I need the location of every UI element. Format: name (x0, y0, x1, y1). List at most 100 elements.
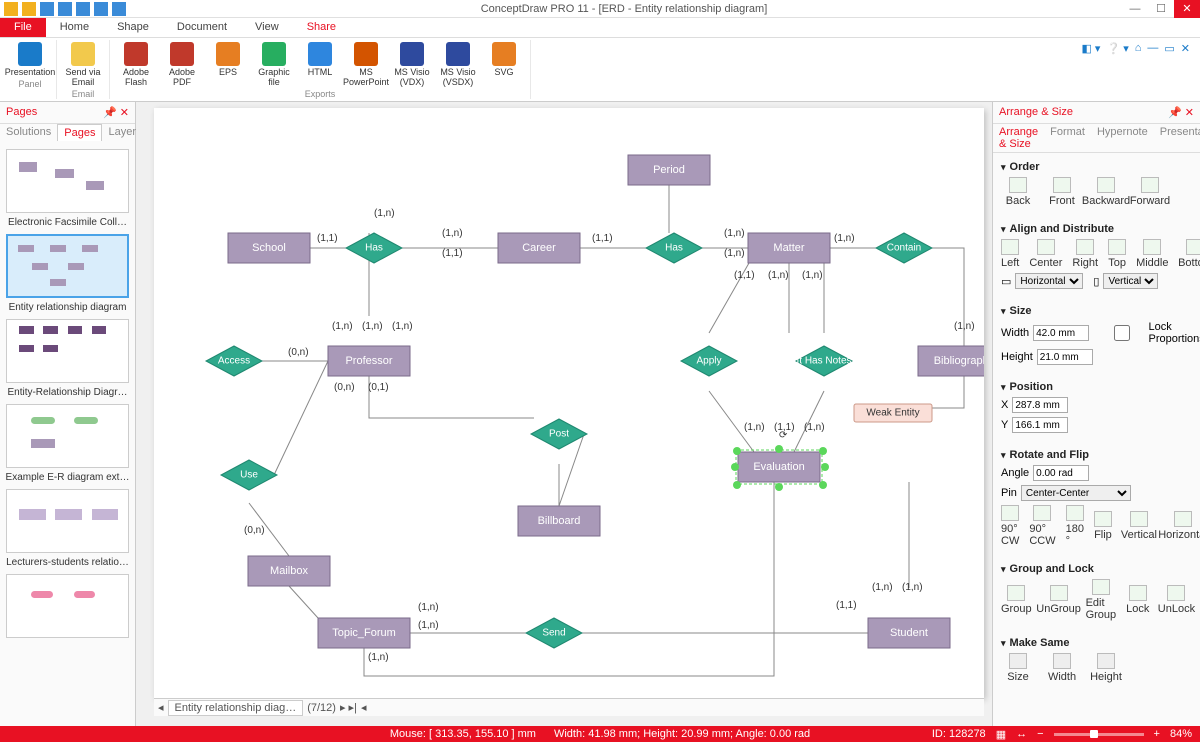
rot-180[interactable]: 180 ° (1066, 505, 1084, 547)
angle-input[interactable] (1033, 465, 1089, 481)
group-btn[interactable]: Group (1001, 585, 1032, 615)
page-thumb[interactable] (6, 149, 129, 213)
visio-vsdx-button[interactable]: MS Visio (VSDX) (438, 42, 478, 87)
status-icon[interactable]: ↔ (1016, 728, 1027, 740)
svg-text:Matter: Matter (773, 242, 805, 254)
wnd-close-icon[interactable]: ✕ (1181, 42, 1190, 55)
qat-find-icon[interactable] (112, 2, 126, 16)
canvas[interactable]: PeriodSchoolCareerMatterBibliographyProf… (154, 108, 984, 698)
unlock-btn[interactable]: UnLock (1159, 585, 1193, 615)
qat-save-icon[interactable] (40, 2, 54, 16)
page-thumb[interactable] (6, 234, 129, 298)
position-section[interactable]: Position (1001, 381, 1192, 393)
arrange-pin-icon[interactable]: 📌 ✕ (1168, 106, 1194, 119)
lock-proportions[interactable]: Lock Proportions (1099, 321, 1200, 345)
rot-cw[interactable]: 90° CW (1001, 505, 1019, 547)
y-input[interactable] (1012, 417, 1068, 433)
zoom-slider[interactable] (1054, 733, 1144, 736)
page-thumb[interactable] (6, 489, 129, 553)
html-button[interactable]: HTML (300, 42, 340, 87)
distribute-vert[interactable]: Vertical (1103, 273, 1158, 289)
hscroll-left[interactable]: ◂ (361, 701, 367, 714)
solutions-subtab[interactable]: Solutions (0, 124, 57, 141)
pages-subtab[interactable]: Pages (57, 124, 102, 141)
eps-button[interactable]: EPS (208, 42, 248, 87)
order-section[interactable]: Order (1001, 161, 1192, 173)
same-size[interactable]: Size (1001, 653, 1035, 683)
back-button[interactable]: Back (1001, 177, 1035, 207)
forward-button[interactable]: Forward (1133, 177, 1167, 207)
align-middle[interactable]: Middle (1136, 239, 1168, 269)
sheet-tab[interactable]: Entity relationship diag… (168, 700, 304, 716)
same-width[interactable]: Width (1045, 653, 1079, 683)
rotate-section[interactable]: Rotate and Flip (1001, 449, 1192, 461)
height-input[interactable] (1037, 349, 1093, 365)
arrange-tab[interactable]: Arrange & Size (993, 124, 1044, 152)
page-thumb[interactable] (6, 319, 129, 383)
wnd-max-icon[interactable]: ▭ (1164, 42, 1174, 55)
pin-select[interactable]: Center-Center (1021, 485, 1131, 501)
editgroup-btn[interactable]: Edit Group (1086, 579, 1117, 621)
pages-pin-icon[interactable]: 📌 ✕ (103, 106, 129, 119)
share-tab[interactable]: Share (293, 18, 350, 37)
align-section[interactable]: Align and Distribute (1001, 223, 1192, 235)
format-tab[interactable]: Format (1044, 124, 1091, 152)
sheet-nav-prev[interactable]: ◂ (158, 701, 164, 714)
group-section[interactable]: Group and Lock (1001, 563, 1192, 575)
pages-thumb-list: Electronic Facsimile Coll… Entity relati… (0, 141, 135, 646)
align-right[interactable]: Right (1072, 239, 1098, 269)
ms-ppt-button[interactable]: MS PowerPoint (346, 42, 386, 87)
send-email-button[interactable]: Send via Email (63, 42, 103, 87)
minimize-button[interactable]: — (1122, 0, 1148, 18)
same-height[interactable]: Height (1089, 653, 1123, 683)
presentation-button[interactable]: Presentation (10, 42, 50, 77)
adobe-flash-button[interactable]: Adobe Flash (116, 42, 156, 87)
align-left[interactable]: Left (1001, 239, 1019, 269)
wnd-min-icon[interactable]: ⌂ (1135, 42, 1142, 54)
hypernote-tab[interactable]: Hypernote (1091, 124, 1154, 152)
flip-btn[interactable]: Flip (1094, 511, 1112, 541)
visio-vdx-button[interactable]: MS Visio (VDX) (392, 42, 432, 87)
distribute-horiz[interactable]: Horizontal (1015, 273, 1083, 289)
page-thumb[interactable] (6, 404, 129, 468)
zoom-out[interactable]: − (1037, 728, 1043, 740)
align-bottom[interactable]: Bottom (1178, 239, 1200, 269)
backward-button[interactable]: Backward (1089, 177, 1123, 207)
svg-button[interactable]: SVG (484, 42, 524, 87)
ungroup-btn[interactable]: UnGroup (1042, 585, 1076, 615)
rot-ccw[interactable]: 90° CCW (1029, 505, 1055, 547)
file-tab[interactable]: File (0, 18, 46, 37)
maximize-button[interactable]: ☐ (1148, 0, 1174, 18)
makesame-section[interactable]: Make Same (1001, 637, 1192, 649)
help-icon[interactable]: ◧ ▾ (1081, 42, 1100, 55)
flip-v[interactable]: Vertical (1122, 511, 1156, 541)
qat-redo-icon[interactable] (76, 2, 90, 16)
page-thumb[interactable] (6, 574, 129, 638)
qat-undo-icon[interactable] (58, 2, 72, 16)
document-tab[interactable]: Document (163, 18, 241, 37)
wnd-rest-icon[interactable]: — (1147, 42, 1158, 54)
close-button[interactable]: ✕ (1174, 0, 1200, 18)
qat-print-icon[interactable] (94, 2, 108, 16)
align-center[interactable]: Center (1029, 239, 1062, 269)
x-input[interactable] (1012, 397, 1068, 413)
qat-new-icon[interactable] (4, 2, 18, 16)
zoom-in[interactable]: + (1154, 728, 1160, 740)
adobe-pdf-button[interactable]: Adobe PDF (162, 42, 202, 87)
view-tab[interactable]: View (241, 18, 293, 37)
sheet-nav-next[interactable]: ▸ ▸| (340, 701, 357, 714)
status-icon[interactable]: ▦ (996, 728, 1006, 741)
flip-h[interactable]: Horizontal (1166, 511, 1200, 541)
svg-text:(1,n): (1,n) (418, 620, 439, 631)
qat-open-icon[interactable] (22, 2, 36, 16)
graphic-button[interactable]: Graphic file (254, 42, 294, 87)
front-button[interactable]: Front (1045, 177, 1079, 207)
shape-tab[interactable]: Shape (103, 18, 163, 37)
size-section[interactable]: Size (1001, 305, 1192, 317)
align-top[interactable]: Top (1108, 239, 1126, 269)
lock-btn[interactable]: Lock (1126, 585, 1149, 615)
help2-icon[interactable]: ❔ ▾ (1106, 42, 1128, 55)
home-tab[interactable]: Home (46, 18, 103, 37)
presentation-tab[interactable]: Presentation (1154, 124, 1200, 152)
width-input[interactable] (1033, 325, 1089, 341)
